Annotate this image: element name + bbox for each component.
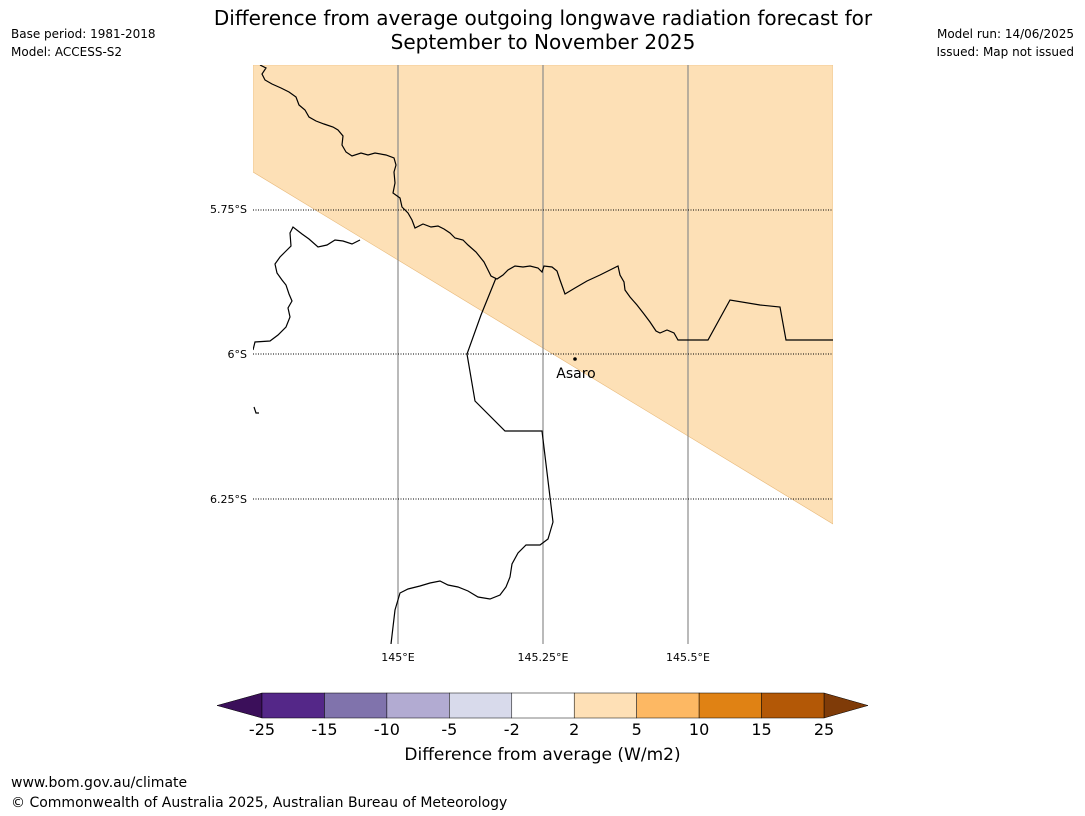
colorbar-segment xyxy=(698,692,762,719)
model-name: Model: ACCESS-S2 xyxy=(11,45,123,59)
map-title: Difference from average outgoing longwav… xyxy=(143,6,943,54)
colorbar-segment xyxy=(261,692,325,719)
issued-status: Issued: Map not issued xyxy=(936,45,1074,59)
colorbar-segment xyxy=(449,692,513,719)
colorbar-tick-label: -15 xyxy=(311,720,337,739)
colorbar-segment xyxy=(324,692,388,719)
map-title-line1: Difference from average outgoing longwav… xyxy=(213,6,873,30)
model-run: Model run: 14/06/2025 xyxy=(936,27,1074,41)
colorbar-tick-label: 10 xyxy=(689,720,709,739)
place-label-asaro: Asaro xyxy=(556,366,595,382)
map-title-line2: September to November 2025 xyxy=(390,30,696,54)
colorbar-segment xyxy=(636,692,700,719)
place-marker-asaro xyxy=(573,357,577,361)
lat-label-5-75: 5.75°S xyxy=(210,203,247,216)
boundary-inner xyxy=(390,277,554,644)
colorbar-tick-label: -10 xyxy=(374,720,400,739)
colorbar-tick-label: 25 xyxy=(814,720,834,739)
colorbar-segment xyxy=(761,692,825,719)
lat-label-6-25: 6.25°S xyxy=(210,493,247,506)
colorbar-segment xyxy=(573,692,637,719)
colorbar-tick-label: -5 xyxy=(441,720,457,739)
base-period: Base period: 1981-2018 xyxy=(11,27,156,41)
map-panel xyxy=(253,65,833,644)
meta-right: Model run: 14/06/2025 Issued: Map not is… xyxy=(936,25,1074,61)
lon-label-145-5: 145.5°E xyxy=(666,651,710,664)
footer-url: www.bom.gov.au/climate xyxy=(11,775,188,791)
colorbar-tick-label: 2 xyxy=(569,720,579,739)
colorbar-arrow-high xyxy=(823,692,869,719)
colorbar-tick-label: -25 xyxy=(249,720,275,739)
colorbar-tick-label: 15 xyxy=(751,720,771,739)
lon-label-145-25: 145.25°E xyxy=(518,651,569,664)
colorbar-segment xyxy=(386,692,450,719)
boundary-west xyxy=(253,226,361,351)
lat-label-6: 6°S xyxy=(228,348,247,361)
colorbar-tick-label: 5 xyxy=(632,720,642,739)
boundary-fragment xyxy=(253,406,259,414)
colorbar-arrow-low xyxy=(216,692,263,719)
colorbar: -25 -15 -10 -5 -2 2 5 10 15 25 xyxy=(216,692,869,739)
colorbar-tick-label: -2 xyxy=(504,720,520,739)
colorbar-segment xyxy=(511,692,575,719)
colorbar-title: Difference from average (W/m2) xyxy=(404,745,681,765)
footer-copyright: © Commonwealth of Australia 2025, Austra… xyxy=(11,795,508,811)
lon-label-145: 145°E xyxy=(381,651,414,664)
boundary-north xyxy=(259,65,833,341)
meta-left: Base period: 1981-2018 Model: ACCESS-S2 xyxy=(11,25,156,61)
